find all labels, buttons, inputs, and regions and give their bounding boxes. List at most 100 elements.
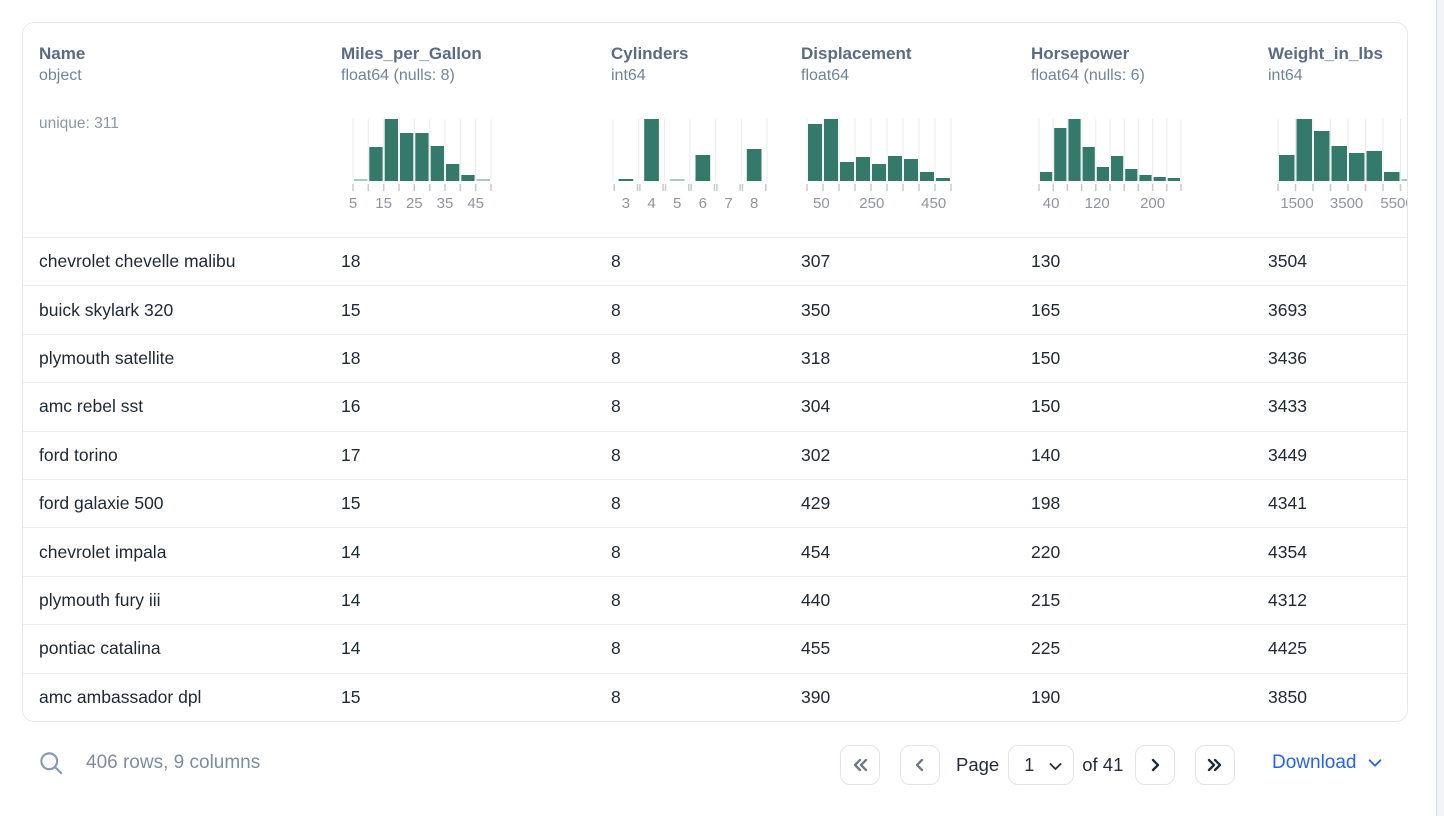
svg-text:50: 50 (813, 195, 830, 212)
search-icon (39, 752, 62, 775)
svg-text:7: 7 (724, 195, 732, 212)
cell-cylinders: 8 (611, 589, 621, 610)
cell-name: plymouth satellite (39, 347, 175, 368)
table-row: plymouth fury iii 14 8 440 215 4312 (23, 577, 1407, 626)
cell-horsepower: 165 (1031, 299, 1061, 320)
cell-displacement: 454 (801, 541, 831, 562)
svg-text:450: 450 (921, 195, 946, 212)
cell-weight-in-lbs: 3436 (1268, 347, 1307, 368)
cell-horsepower: 220 (1031, 541, 1061, 562)
cell-miles-per-gallon: 16 (341, 396, 361, 417)
cell-name: plymouth fury iii (39, 589, 161, 610)
cell-displacement: 455 (801, 638, 831, 659)
column-title: Name (39, 44, 86, 63)
cell-name: ford torino (39, 444, 118, 465)
table-row: chevrolet impala 14 8 454 220 4354 (23, 528, 1407, 577)
svg-text:120: 120 (1085, 195, 1110, 212)
cell-miles-per-gallon: 18 (341, 347, 361, 368)
cell-weight-in-lbs: 3433 (1268, 396, 1307, 417)
cell-horsepower: 140 (1031, 444, 1061, 465)
horsepower-histogram[interactable]: 40 120 200 (1038, 119, 1185, 212)
column-header-cylinders: Cylinders int64 3 4 5 6 7 8 (595, 23, 785, 237)
download-button[interactable]: Download (1272, 752, 1384, 774)
column-header-name: Name object unique: 311 (23, 23, 325, 237)
table-row: buick skylark 320 15 8 350 165 3693 (23, 286, 1407, 335)
weight-in-lbs-histogram[interactable]: 1500 3500 5500 (1277, 119, 1408, 212)
search-button[interactable] (36, 750, 66, 780)
table-row: amc ambassador dpl 15 8 390 190 3850 (23, 674, 1407, 721)
svg-text:5: 5 (349, 195, 357, 212)
cell-horsepower: 130 (1031, 251, 1061, 272)
displacement-histogram[interactable]: 50 250 450 (806, 119, 955, 212)
miles-per-gallon-histogram[interactable]: 5 15 25 35 45 (349, 119, 495, 212)
cell-weight-in-lbs: 3449 (1268, 444, 1307, 465)
chevron-left-icon (915, 758, 924, 772)
cell-displacement: 318 (801, 347, 831, 368)
download-label: Download (1272, 752, 1357, 773)
cell-displacement: 429 (801, 493, 831, 514)
cell-displacement: 350 (801, 299, 831, 320)
svg-text:5500: 5500 (1380, 195, 1408, 212)
prev-page-button[interactable] (900, 745, 940, 785)
last-page-button[interactable] (1195, 745, 1236, 785)
svg-text:35: 35 (437, 195, 454, 212)
next-page-button[interactable] (1135, 745, 1176, 785)
cell-cylinders: 8 (611, 396, 621, 417)
svg-text:3: 3 (622, 195, 630, 212)
svg-text:1500: 1500 (1280, 195, 1313, 212)
cell-miles-per-gallon: 18 (341, 251, 361, 272)
cell-cylinders: 8 (611, 638, 621, 659)
column-title: Displacement (801, 44, 912, 63)
cell-displacement: 390 (801, 687, 831, 708)
page-select[interactable]: 1 (1009, 746, 1074, 784)
cell-horsepower: 225 (1031, 638, 1061, 659)
cell-weight-in-lbs: 3693 (1268, 299, 1307, 320)
table-row: amc rebel sst 16 8 304 150 3433 (23, 383, 1407, 432)
svg-text:45: 45 (467, 195, 484, 212)
cell-displacement: 304 (801, 396, 831, 417)
column-header-miles-per-gallon: Miles_per_Gallon float64 (nulls: 8) 5 15 25 3… (325, 23, 595, 237)
page-select-wrap: 1 (1008, 745, 1075, 785)
cell-horsepower: 150 (1031, 396, 1061, 417)
cell-cylinders: 8 (611, 541, 621, 562)
table-row: chevrolet chevelle malibu 18 8 307 130 3504 (23, 238, 1407, 287)
chevron-down-icon (1368, 759, 1381, 767)
svg-text:8: 8 (750, 195, 758, 212)
cell-name: amc ambassador dpl (39, 687, 202, 708)
column-dtype: int64 (1268, 67, 1303, 84)
cell-cylinders: 8 (611, 299, 621, 320)
column-dtype: float64 (nulls: 8) (341, 67, 455, 84)
column-unique-count: unique: 311 (39, 115, 119, 132)
svg-text:6: 6 (699, 195, 707, 212)
row-count-summary: 406 rows, 9 columns (86, 752, 261, 773)
table-footer: 406 rows, 9 columns Page 1 of 41 (0, 740, 1444, 800)
cell-cylinders: 8 (611, 347, 621, 368)
table-row: ford torino 17 8 302 140 3449 (23, 432, 1407, 480)
cell-miles-per-gallon: 15 (341, 687, 361, 708)
cell-horsepower: 190 (1031, 687, 1061, 708)
cell-miles-per-gallon: 15 (341, 299, 361, 320)
svg-text:3500: 3500 (1330, 195, 1363, 212)
table-body: chevrolet chevelle malibu 18 8 307 130 3504 bu… (23, 238, 1407, 721)
svg-text:15: 15 (375, 195, 392, 212)
cell-horsepower: 150 (1031, 347, 1061, 368)
first-page-button[interactable] (840, 745, 880, 785)
cell-weight-in-lbs: 4312 (1268, 589, 1307, 610)
cell-miles-per-gallon: 15 (341, 493, 361, 514)
cell-name: buick skylark 320 (39, 299, 174, 320)
svg-text:25: 25 (406, 195, 423, 212)
cell-miles-per-gallon: 14 (341, 638, 361, 659)
column-dtype: object (39, 67, 82, 84)
column-header-weight-in-lbs: Weight_in_lbs int64 1500 3500 5500 (1252, 23, 1408, 237)
cell-miles-per-gallon: 14 (341, 589, 361, 610)
table-header-row: Name object unique: 311 Miles_per_Gallon flo… (23, 23, 1407, 238)
table-row: ford galaxie 500 15 8 429 198 4341 (23, 480, 1407, 529)
cell-weight-in-lbs: 3850 (1268, 687, 1307, 708)
cell-name: amc rebel sst (39, 396, 144, 417)
cell-cylinders: 8 (611, 251, 621, 272)
column-title: Weight_in_lbs (1268, 44, 1383, 63)
svg-text:250: 250 (859, 195, 884, 212)
cell-name: chevrolet impala (39, 541, 167, 562)
cell-displacement: 302 (801, 444, 831, 465)
